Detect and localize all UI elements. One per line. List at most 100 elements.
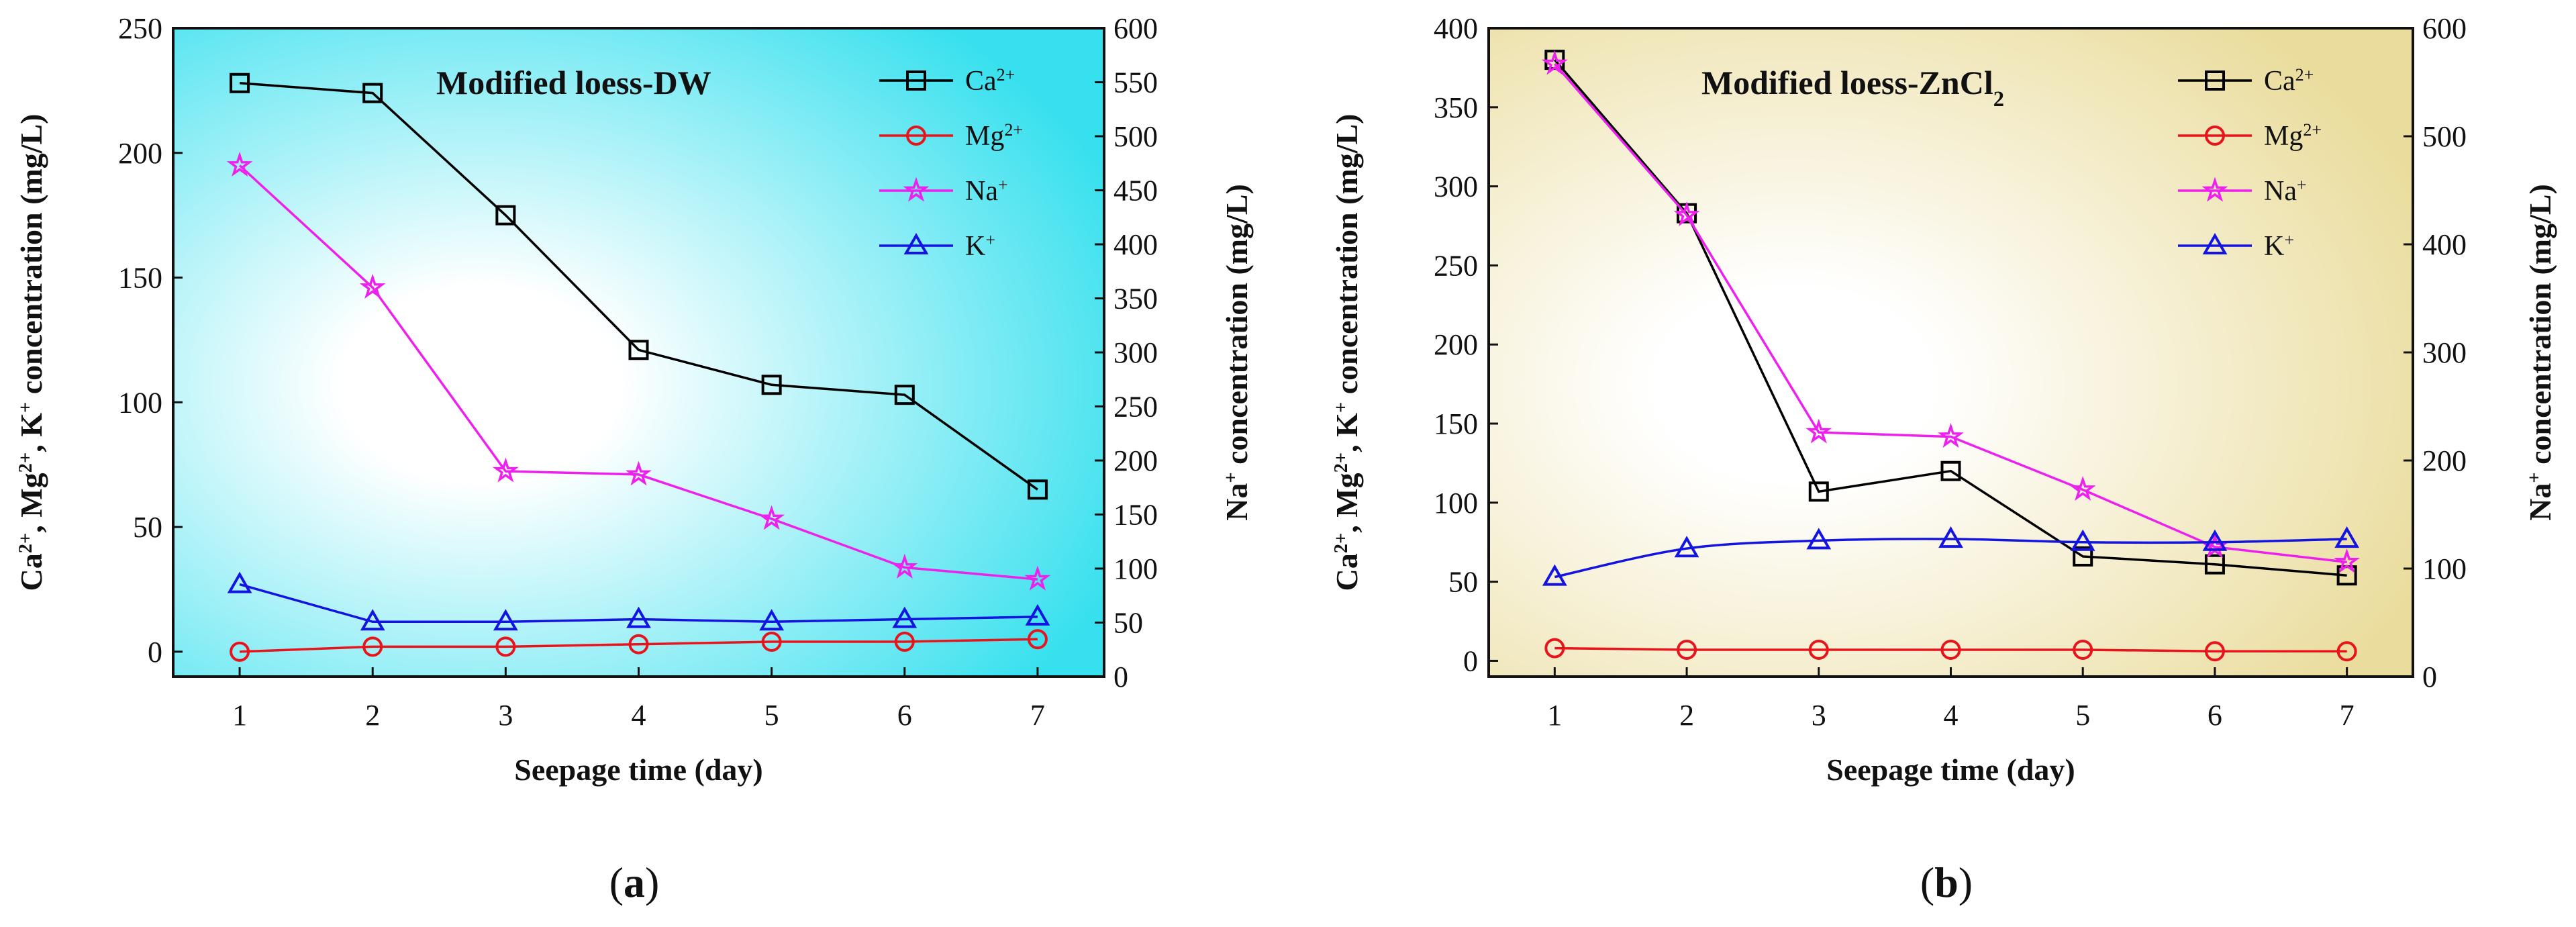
data-point-ca <box>2073 546 2093 567</box>
series-line-na <box>238 164 1038 581</box>
caption-paren: ( <box>609 859 624 906</box>
y-tick-label: 100 <box>1434 487 1478 520</box>
legend-marker-ca <box>906 70 926 91</box>
y-tick-label: 0 <box>1463 644 1478 677</box>
caption-letter: a <box>624 859 645 906</box>
y-tick-label: 50 <box>133 511 162 544</box>
data-point-na <box>1541 50 1568 75</box>
y2-tick-label: 600 <box>1113 12 1158 45</box>
label-superscript: 2+ <box>15 452 36 473</box>
y-tick-label: 100 <box>118 386 162 419</box>
y-tick-label: 0 <box>148 636 162 669</box>
y-tick-label: 200 <box>118 137 162 170</box>
legend-label: Mg2+ <box>965 120 1023 152</box>
label-part: concentration (mg/L) <box>14 114 48 402</box>
data-point-ca <box>362 83 383 103</box>
legend-marker-mg <box>2205 126 2225 146</box>
data-point-ca <box>894 385 915 405</box>
y2-tick-label: 300 <box>1113 336 1158 369</box>
x-tick-label: 4 <box>632 699 646 732</box>
legend-label-base: Mg <box>965 121 1004 152</box>
data-point-mg <box>1808 639 1829 660</box>
x-tick-label: 7 <box>1030 699 1045 732</box>
label-part: concentration (mg/L) <box>1220 184 1254 472</box>
y2-tick-label: 150 <box>1113 499 1158 532</box>
label-part: Na <box>2523 483 2557 521</box>
y2-tick-label: 50 <box>1113 607 1143 640</box>
chart-title: Modified loess-DW <box>436 64 711 101</box>
data-point-mg <box>1677 639 1697 660</box>
caption-paren: ) <box>645 859 659 906</box>
legend-marker-na <box>2201 177 2228 202</box>
data-point-mg <box>230 641 250 662</box>
legend-label-superscript: 2+ <box>2303 120 2322 140</box>
legend-label: Na+ <box>965 175 1008 207</box>
label-part: concentration (mg/L) <box>1330 114 1364 402</box>
x-axis-label: Seepage time (day) <box>1826 752 2075 787</box>
data-point-k <box>759 609 785 631</box>
label-superscript: 2+ <box>15 533 36 554</box>
legend-label-base: Na <box>965 176 998 207</box>
y2-tick-label: 200 <box>1113 444 1158 477</box>
data-point-k <box>1806 528 1832 550</box>
data-point-mg <box>894 631 915 652</box>
x-tick-label: 5 <box>764 699 779 732</box>
label-part: , K <box>14 413 48 452</box>
series-line-mg <box>1554 646 2347 653</box>
legend-label: K+ <box>965 230 995 262</box>
y2-axis-label: Na+ concentration (mg/L) <box>2523 184 2557 521</box>
x-tick-label: 1 <box>232 699 247 732</box>
data-point-ca <box>2204 554 2225 575</box>
y2-tick-label: 400 <box>2422 228 2467 261</box>
series-line-mg <box>240 638 1038 653</box>
chart-b: 0 50 100 150 200 250 300 350 400 0 100 200 300 400 500… <box>1330 12 2557 906</box>
legend: Ca2+ Mg2+ Na+ K+ <box>879 65 1023 262</box>
y2-tick-label: 0 <box>2422 661 2437 693</box>
legend-marker-k <box>2202 233 2228 255</box>
data-point-k <box>2202 529 2228 551</box>
subfigure-caption: (a) <box>609 859 660 906</box>
legend-label-base: K <box>2264 231 2284 262</box>
data-point-mg <box>1544 638 1565 658</box>
data-point-na <box>359 273 386 299</box>
data-point-k <box>227 571 252 593</box>
data-point-na <box>1938 423 1964 448</box>
legend-label: Mg2+ <box>2264 120 2322 152</box>
x-tick-label: 3 <box>498 699 513 732</box>
y2-tick-label: 0 <box>1113 661 1128 693</box>
data-point-na <box>758 505 785 530</box>
legend-label-superscript: + <box>2284 230 2294 250</box>
y2-axis-label: Na+ concentration (mg/L) <box>1220 184 1254 521</box>
caption-paren: ( <box>1920 859 1934 906</box>
data-point-ca <box>1940 460 1961 481</box>
data-point-na <box>2069 476 2096 501</box>
title-subscript: 2 <box>1993 87 2004 111</box>
data-point-na <box>2334 548 2361 573</box>
data-point-mg <box>1027 629 1048 650</box>
y2-tick-label: 600 <box>2422 12 2467 45</box>
legend-label-base: Ca <box>2264 66 2295 97</box>
data-point-na <box>1024 565 1051 591</box>
y2-tick-label: 200 <box>2422 444 2467 477</box>
legend-label: Ca2+ <box>965 65 1015 97</box>
legend-label-base: Mg <box>2264 121 2303 152</box>
data-point-na <box>1673 201 1700 227</box>
y-tick-label: 200 <box>1434 328 1478 361</box>
data-point-mg <box>495 636 516 657</box>
chart-title: Modified loess-ZnCl2 <box>1701 64 2004 111</box>
y-axis-label: Ca2+, Mg2+, K+ concentration (mg/L) <box>1330 114 1364 591</box>
x-tick-label: 7 <box>2340 699 2355 732</box>
series-line-k <box>1554 538 2347 579</box>
subfigure-caption: (b) <box>1920 859 1973 906</box>
data-point-ca <box>761 375 782 395</box>
y2-tick-label: 450 <box>1113 175 1158 207</box>
data-point-na <box>626 460 652 486</box>
title-part: Modified loess-ZnCl <box>1701 64 1993 101</box>
label-superscript: + <box>1331 402 1352 413</box>
y2-tick-label: 100 <box>1113 552 1158 585</box>
data-point-mg <box>1940 639 1961 660</box>
label-part: Ca <box>14 553 48 591</box>
data-point-mg <box>761 631 782 652</box>
data-point-mg <box>628 634 649 654</box>
